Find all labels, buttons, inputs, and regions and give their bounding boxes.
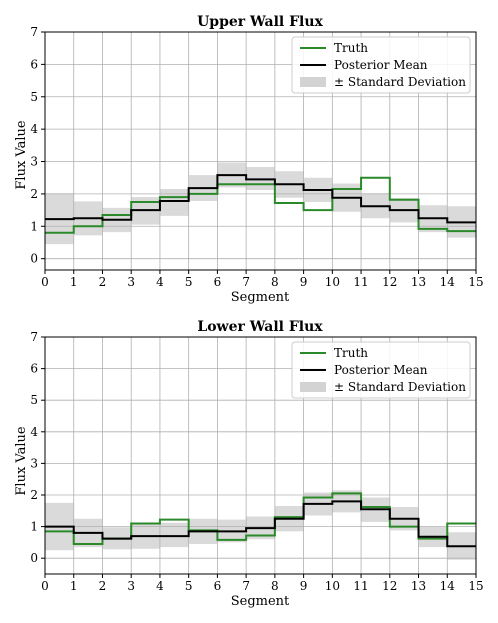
legend-swatch bbox=[300, 382, 326, 392]
legend-label: ± Standard Deviation bbox=[334, 75, 466, 89]
y-tick-label: 3 bbox=[30, 456, 38, 470]
legend-box bbox=[291, 36, 471, 94]
std-band bbox=[45, 162, 476, 245]
x-tick-label: 6 bbox=[214, 579, 222, 593]
x-tick-label: 3 bbox=[127, 579, 135, 593]
x-tick-label: 1 bbox=[70, 275, 78, 289]
x-tick-label: 10 bbox=[325, 579, 340, 593]
x-tick-label: 6 bbox=[214, 275, 222, 289]
x-tick-label: 8 bbox=[271, 275, 279, 289]
y-tick-label: 5 bbox=[30, 90, 38, 104]
x-tick-label: 4 bbox=[156, 579, 164, 593]
x-tick-label: 14 bbox=[440, 275, 456, 289]
y-tick-label: 7 bbox=[30, 25, 38, 39]
legend-label: Truth bbox=[334, 41, 368, 55]
legend-swatch bbox=[300, 77, 326, 87]
y-axis-label: Flux Value bbox=[14, 426, 29, 495]
y-tick-label: 5 bbox=[30, 393, 38, 407]
x-tick-label: 2 bbox=[99, 275, 107, 289]
x-tick-label: 13 bbox=[411, 579, 426, 593]
y-tick-label: 6 bbox=[30, 57, 38, 71]
x-tick-label: 14 bbox=[440, 579, 456, 593]
legend-label: ± Standard Deviation bbox=[334, 380, 466, 394]
plot-area: 0 1 2 3 4 5 6 7 8 9 10 11 12 13 14 1501234567TruthPoste… bbox=[30, 330, 483, 593]
x-tick-label: 3 bbox=[127, 275, 135, 289]
x-tick-label: 7 bbox=[242, 579, 250, 593]
x-tick-label: 4 bbox=[156, 275, 164, 289]
y-tick-label: 4 bbox=[30, 122, 38, 136]
legend-label: Posterior Mean bbox=[334, 58, 428, 72]
chart-title: Lower Wall Flux bbox=[197, 319, 323, 335]
x-tick-label: 15 bbox=[468, 579, 483, 593]
x-tick-label: 8 bbox=[271, 579, 279, 593]
x-tick-label: 11 bbox=[353, 275, 368, 289]
y-tick-label: 0 bbox=[30, 252, 38, 266]
x-tick-label: 12 bbox=[382, 275, 397, 289]
x-tick-label: 12 bbox=[382, 579, 397, 593]
x-tick-label: 0 bbox=[41, 579, 49, 593]
x-tick-label: 9 bbox=[300, 579, 308, 593]
x-tick-label: 7 bbox=[242, 275, 250, 289]
x-tick-label: 5 bbox=[185, 275, 193, 289]
chart-title: Upper Wall Flux bbox=[197, 14, 323, 30]
x-tick-label: 5 bbox=[185, 579, 193, 593]
y-tick-label: 0 bbox=[30, 551, 38, 565]
x-tick-label: 0 bbox=[41, 275, 49, 289]
upper-wall-flux-panel: 0 1 2 3 4 5 6 7 8 9 10 11 12 13 14 1501234567TruthPoste… bbox=[14, 14, 484, 305]
std-band bbox=[45, 490, 476, 560]
axes-frame bbox=[44, 336, 477, 575]
x-tick-label: 10 bbox=[325, 275, 340, 289]
x-tick-label: 2 bbox=[99, 579, 107, 593]
y-tick-label: 3 bbox=[30, 155, 38, 169]
x-axis-label: Segment bbox=[231, 290, 290, 305]
y-tick-label: 2 bbox=[30, 187, 38, 201]
y-tick-label: 1 bbox=[30, 520, 38, 534]
y-tick-label: 2 bbox=[30, 488, 38, 502]
legend-label: Posterior Mean bbox=[334, 363, 428, 377]
lower-wall-flux-panel: 0 1 2 3 4 5 6 7 8 9 10 11 12 13 14 1501234567TruthPoste… bbox=[14, 319, 484, 609]
y-tick-label: 6 bbox=[30, 362, 38, 376]
axes-frame bbox=[44, 31, 477, 271]
plot-area: 0 1 2 3 4 5 6 7 8 9 10 11 12 13 14 1501234567TruthPoste… bbox=[30, 25, 483, 289]
x-tick-label: 11 bbox=[353, 579, 368, 593]
x-tick-label: 15 bbox=[468, 275, 483, 289]
posterior-mean-line bbox=[45, 174, 476, 224]
legend: Truth Posterior Mean ± Standard Deviation bbox=[291, 341, 471, 399]
legend: Truth Posterior Mean ± Standard Deviation bbox=[291, 36, 471, 94]
y-tick-label: 4 bbox=[30, 425, 38, 439]
x-axis-label: Segment bbox=[231, 594, 290, 609]
legend-box bbox=[291, 341, 471, 399]
legend-label: Truth bbox=[334, 346, 368, 360]
y-axis-label: Flux Value bbox=[14, 120, 29, 189]
x-tick-label: 9 bbox=[300, 275, 308, 289]
posterior-mean-line bbox=[45, 500, 476, 548]
y-tick-label: 7 bbox=[30, 330, 38, 344]
y-tick-label: 1 bbox=[30, 219, 38, 233]
x-tick-label: 13 bbox=[411, 275, 426, 289]
x-tick-label: 1 bbox=[70, 579, 78, 593]
